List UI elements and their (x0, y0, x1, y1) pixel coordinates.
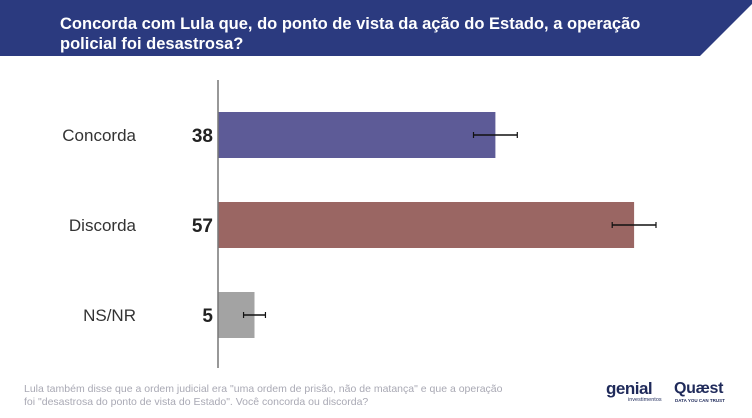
category-label-discorda: Discorda (69, 216, 137, 235)
quaest-logo: Quæst (674, 380, 724, 397)
header-banner: Concorda com Lula que, do ponto de vista… (0, 0, 752, 56)
footnote: Lula também disse que a ordem judicial e… (24, 383, 503, 408)
header-shape (0, 0, 752, 56)
bar-discorda (218, 202, 635, 248)
genial-logo-subtitle: investimentos (628, 397, 662, 403)
category-label-concorda: Concorda (62, 126, 136, 145)
header-background (0, 0, 752, 56)
category-label-ns-nr: NS/NR (83, 306, 136, 325)
bar-chart: Concorda 38 Discorda 57 NS/NR 5 (62, 80, 657, 368)
genial-logo: genial (606, 379, 653, 398)
chart-title: Concorda com Lula que, do ponto de vista… (60, 15, 641, 53)
value-label-concorda: 38 (192, 126, 213, 147)
value-label-ns-nr: 5 (202, 306, 213, 327)
quaest-logo-subtitle: DATA YOU CAN TRUST (675, 398, 725, 403)
value-label-discorda: 57 (192, 216, 213, 237)
bar-concorda (218, 112, 496, 158)
logos: genial investimentos Quæst DATA YOU CAN … (606, 380, 736, 410)
